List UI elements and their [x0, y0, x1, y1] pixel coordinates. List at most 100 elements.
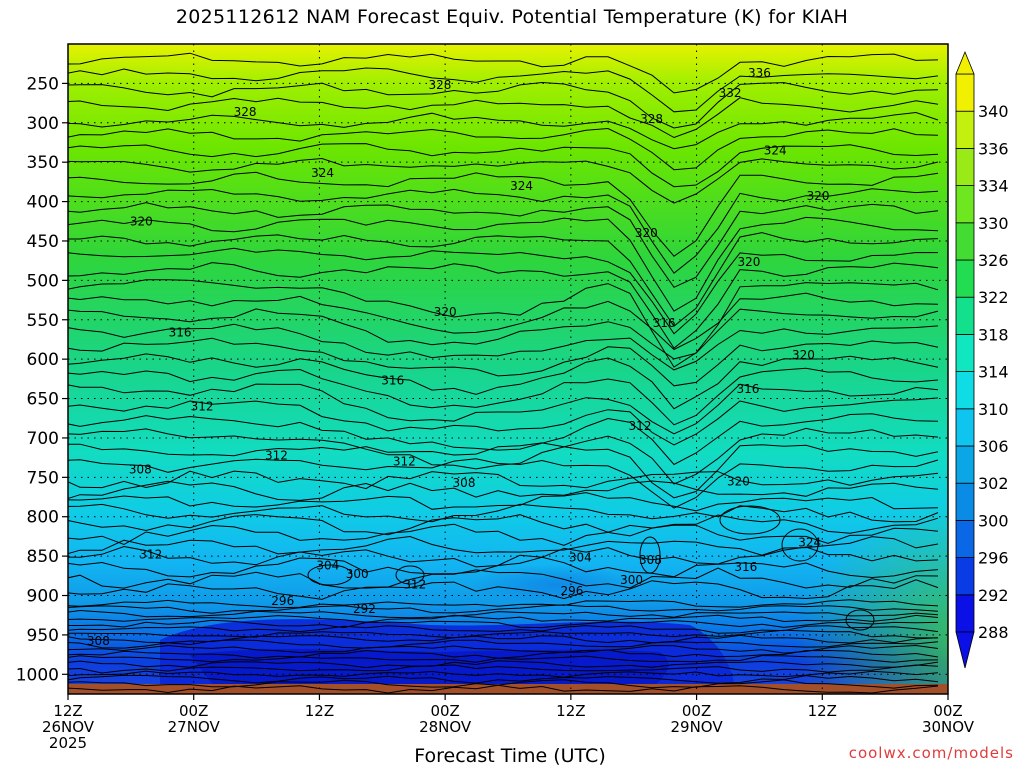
contour-label: 320 — [727, 474, 750, 488]
colorbar-high-arrow — [955, 50, 975, 75]
contour-line — [68, 279, 939, 368]
contour-label: 300 — [346, 567, 369, 581]
y-tick-label: 700 — [27, 429, 59, 449]
y-tick-label: 550 — [27, 311, 59, 331]
colorbar-swatch — [955, 594, 975, 633]
contour-line — [68, 337, 939, 387]
contour-label: 304 — [316, 559, 339, 573]
contour-label: 312 — [265, 448, 288, 462]
contour-line — [68, 619, 939, 629]
contour-label: 336 — [748, 66, 771, 80]
contour-line — [68, 556, 939, 579]
y-tick-label: 800 — [27, 508, 59, 528]
colorbar-swatch — [955, 482, 975, 521]
contour-line — [68, 157, 939, 204]
contour-label: 328 — [234, 105, 257, 119]
grid-lines — [68, 44, 948, 694]
colorbar-swatch — [955, 222, 975, 261]
x-tick-label: 00Z — [430, 702, 459, 720]
contour-label: 320 — [635, 226, 658, 240]
contour-label: 308 — [129, 462, 152, 476]
contour-label: 324 — [510, 179, 533, 193]
contour-line — [68, 567, 939, 589]
contour-label: 324 — [764, 143, 787, 157]
contour-loop — [781, 528, 819, 562]
y-tick-label: 900 — [27, 587, 59, 607]
contour-line — [68, 97, 939, 139]
contour-line — [68, 480, 939, 501]
y-tick-label: 1000 — [16, 665, 59, 685]
contour-line — [68, 81, 939, 129]
x-tick-label: 26NOV — [42, 718, 95, 736]
contour-loop — [395, 565, 425, 585]
x-tick-label: 12Z — [53, 702, 82, 720]
contour-label: 320 — [434, 305, 457, 319]
contour-line — [68, 262, 939, 349]
x-tick-label: 00Z — [933, 702, 962, 720]
y-tick-label: 350 — [27, 153, 59, 173]
contour-line — [68, 458, 939, 509]
contour-line — [68, 639, 939, 649]
colorbar-swatch — [955, 185, 975, 224]
contour-line — [68, 52, 939, 94]
y-tick-label: 650 — [27, 390, 59, 410]
contour-label: 320 — [792, 348, 815, 362]
contour-line — [68, 247, 939, 335]
contour-line — [68, 599, 939, 609]
contour-line — [68, 323, 939, 371]
x-tick-label: 00Z — [179, 702, 208, 720]
contour-line — [68, 216, 939, 312]
contour-label: 324 — [798, 536, 821, 550]
contour-line — [68, 111, 939, 150]
contour-line — [68, 684, 939, 694]
x-tick-label: 29NOV — [671, 718, 724, 736]
contour-loop — [845, 609, 875, 631]
y-tick-label: 250 — [27, 74, 59, 94]
colorbar-label: 330 — [978, 214, 1009, 233]
contour-loop — [719, 505, 781, 535]
x-tick-label: 27NOV — [168, 718, 221, 736]
x-tick-label: 30NOV — [922, 718, 975, 736]
contour-label: 312 — [139, 548, 162, 562]
plot-frame — [67, 43, 949, 695]
contour-label: 308 — [87, 634, 110, 648]
contour-label: 328 — [428, 78, 451, 92]
contour-labels: 336 332 328 328 328 324 324 324 320 320 320 320 320 3… — [87, 66, 830, 648]
contour-line — [68, 292, 939, 351]
contour-loop — [307, 564, 353, 586]
colorbar-low-arrow — [955, 631, 975, 669]
contour-label: 304 — [569, 551, 592, 565]
contour-label: 300 — [620, 573, 643, 587]
site-credit: coolwx.com/models — [848, 744, 1014, 762]
x-tick-label: 12Z — [556, 702, 585, 720]
chart-title: 2025112612 NAM Forecast Equiv. Potential… — [175, 6, 849, 28]
contour-label: 296 — [560, 584, 583, 598]
contour-label: 308 — [639, 553, 662, 567]
contour-line — [68, 367, 939, 426]
contour-line — [68, 644, 939, 654]
colorbar-label: 318 — [978, 325, 1009, 344]
x-tick-label: 12Z — [808, 702, 837, 720]
contour-line — [68, 470, 939, 490]
contour-label: 316 — [653, 316, 676, 330]
x-tick-label: 00Z — [682, 702, 711, 720]
contour-label: 316 — [734, 560, 757, 574]
colorbar-swatch — [955, 259, 975, 298]
colorbar-swatch — [955, 147, 975, 186]
contour-line — [68, 674, 939, 684]
y-tick-label: 450 — [27, 232, 59, 252]
contour-line — [68, 427, 939, 485]
contour-line — [68, 625, 939, 634]
contour-label: 324 — [311, 166, 334, 180]
contour-label: 292 — [353, 602, 376, 616]
contour-line — [68, 232, 939, 327]
y-tick-label: 750 — [27, 468, 59, 488]
contour-line — [68, 383, 939, 435]
x-tick-label: 2025 — [49, 734, 87, 752]
colorbar-label: 340 — [978, 102, 1009, 121]
contour-line — [68, 614, 939, 623]
y-tick-label: 400 — [27, 193, 59, 213]
x-tick-label: 12Z — [305, 702, 334, 720]
